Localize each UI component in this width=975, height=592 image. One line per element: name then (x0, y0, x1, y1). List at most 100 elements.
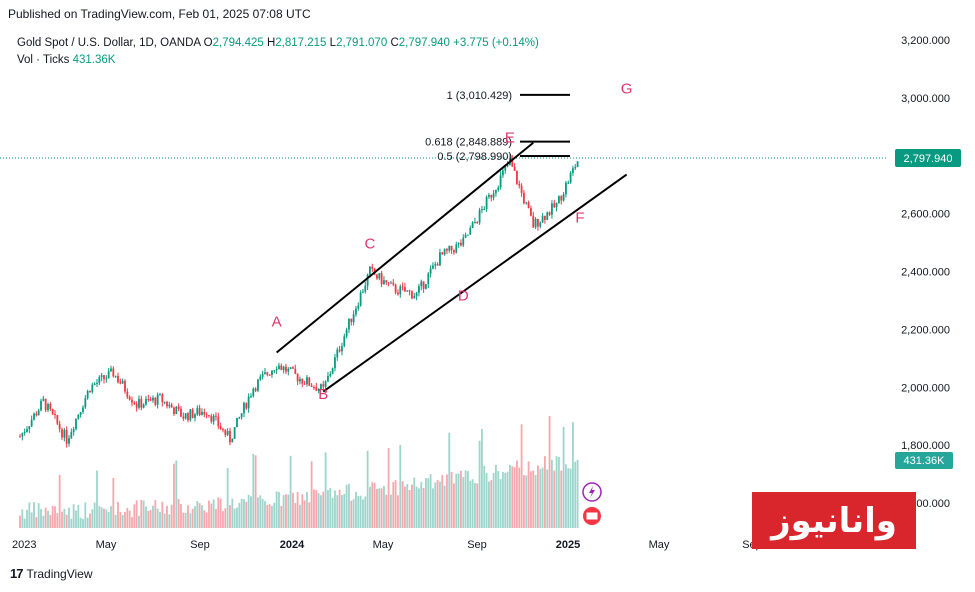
y-tick-label: 2,400.000 (901, 267, 950, 279)
candle-body (173, 407, 175, 415)
volume-bar (68, 507, 70, 528)
candle-body (261, 374, 264, 377)
change-value: +3.775 (+0.14%) (453, 37, 539, 49)
volume-bar (511, 466, 514, 528)
candle-body (70, 432, 73, 439)
candle-body (537, 218, 539, 227)
volume-label[interactable]: Vol · Ticks (17, 54, 70, 66)
candle-body (364, 285, 367, 292)
candle-body (147, 398, 150, 400)
volume-bar (499, 479, 502, 528)
time-axis[interactable]: 2023MaySep2024MaySep2025MaySep20 (12, 539, 846, 551)
volume-bar (336, 495, 339, 528)
candle-body (245, 402, 248, 409)
volume-bar (56, 513, 59, 528)
volume-bar (504, 472, 507, 528)
volume-bar (425, 478, 427, 528)
volume-bar (107, 511, 110, 528)
wave-label-d: D (458, 287, 469, 304)
volume-bar (357, 496, 360, 528)
volume-bar (159, 512, 161, 528)
volume-bar (282, 495, 285, 528)
volume-bar (275, 491, 278, 528)
candle-body (499, 175, 502, 188)
volume-bar (553, 470, 556, 528)
volume-bar (21, 509, 24, 528)
candle-body (135, 403, 138, 408)
volume-bar (569, 468, 572, 528)
candle-body (289, 367, 292, 369)
candle-body (532, 215, 535, 228)
candle-body (558, 196, 560, 204)
price-axis[interactable]: 3,200.0003,000.0002,800.0002,600.0002,40… (901, 35, 950, 510)
volume-bar (343, 493, 346, 528)
candle-body (352, 314, 355, 323)
fib-levels[interactable]: 1 (3,010.429) 0.618 (2,848.889) 0.5 (2,798… (425, 90, 570, 163)
candle-body (79, 411, 82, 415)
volume-bar (392, 482, 395, 528)
event-icons[interactable] (582, 482, 602, 525)
wave-labels: A B C D E F G (272, 81, 633, 403)
last-price-tag: 2,797.940 (895, 149, 961, 167)
volume-bar (114, 514, 117, 528)
candle-body (413, 295, 416, 299)
y-tick-label: 2,000.000 (901, 382, 950, 394)
candle-body (142, 404, 145, 408)
candle-body (273, 370, 276, 372)
volume-bar (86, 517, 89, 528)
volume-bar (210, 503, 213, 528)
volume-bar (362, 499, 364, 528)
volume-bar (296, 492, 299, 528)
candle-body (154, 397, 157, 405)
candle-body (33, 413, 35, 420)
volume-bar (471, 479, 474, 528)
volume-bar (558, 457, 560, 528)
candle-body (247, 396, 250, 409)
volume-bar (406, 484, 409, 528)
trend-channel[interactable] (275, 141, 628, 393)
candle-body (194, 414, 196, 418)
candle-body (502, 170, 504, 176)
candle-body (357, 305, 360, 309)
channel-lower-line[interactable] (322, 173, 628, 393)
candle-body (385, 280, 388, 283)
candle-body (539, 222, 542, 227)
volume-bar (189, 513, 192, 528)
volume-bar (196, 501, 199, 528)
volume-bar (212, 499, 215, 528)
candle-body (131, 399, 133, 403)
volume-bar (152, 505, 154, 528)
volume-bar (376, 488, 378, 528)
volume-bar (65, 514, 68, 528)
wave-label-a: A (272, 313, 282, 330)
volume-bar (229, 505, 231, 528)
volume-bar (308, 502, 311, 528)
candle-body (380, 273, 383, 285)
volume-bar (121, 515, 124, 528)
candle-body (490, 194, 493, 198)
volume-bar (488, 481, 490, 528)
tradingview-footer[interactable]: 17 TradingView (10, 566, 93, 581)
candle-body (203, 412, 206, 415)
volume-bar (173, 463, 175, 528)
volume-bar (450, 472, 453, 528)
candle-body (222, 429, 224, 431)
candle-body (476, 222, 479, 224)
x-tick-label: May (649, 539, 670, 551)
high-value: 2,817.215 (275, 37, 327, 49)
symbol-title[interactable]: Gold Spot / U.S. Dollar, 1D, OANDA (17, 37, 201, 49)
volume-bar (303, 500, 306, 528)
volume-bar (133, 504, 136, 528)
candle-body (495, 190, 497, 194)
volume-bar (371, 482, 374, 528)
volume-bar (548, 415, 551, 528)
volume-bar (446, 474, 448, 528)
volume-bar (37, 503, 40, 528)
volume-bar (539, 469, 542, 528)
volume-bar (560, 470, 563, 528)
candle-body (462, 237, 465, 246)
candle-body (541, 215, 544, 223)
channel-upper-line[interactable] (275, 141, 534, 354)
x-tick-label: 2025 (556, 539, 580, 551)
